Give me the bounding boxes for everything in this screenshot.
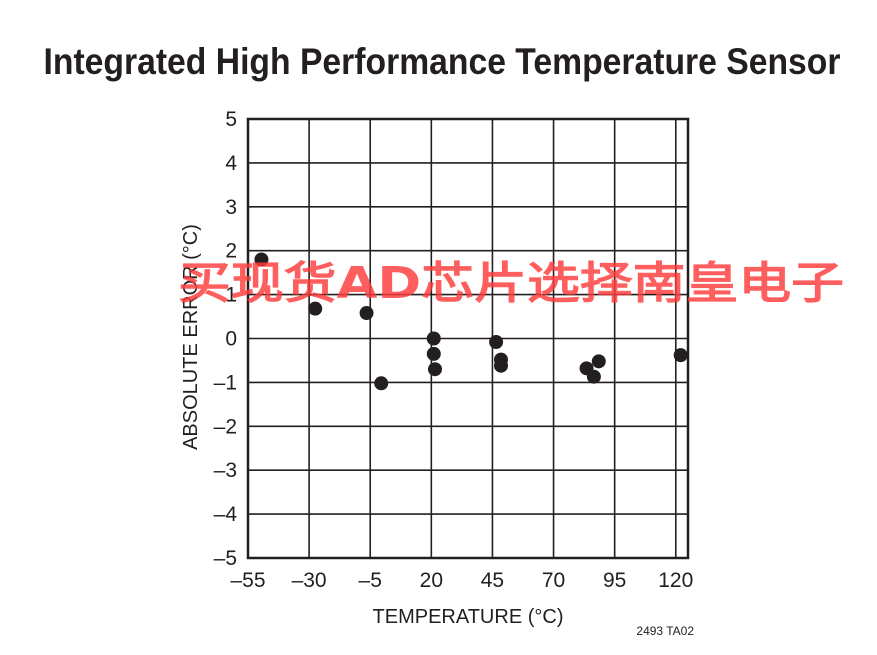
y-tick-label: 5 — [225, 108, 237, 131]
data-point — [586, 369, 601, 384]
data-point — [426, 331, 441, 346]
x-tick-label: 45 — [481, 569, 504, 592]
watermark-text: 买现货AD芯片选择南皇电子 — [178, 258, 844, 309]
x-axis-label: TEMPERATURE (°C) — [373, 606, 564, 628]
y-tick-labels: 5 4 3 2 1 0 –1 –2 –3 –4 –5 — [214, 108, 238, 570]
y-tick-label: 2 — [225, 240, 237, 263]
y-tick-label: –2 — [214, 415, 237, 438]
figure-id: 2493 TA02 — [636, 624, 694, 638]
y-tick-label: 1 — [225, 284, 237, 307]
data-point — [254, 252, 269, 267]
data-point — [359, 306, 374, 321]
data-point — [308, 301, 323, 316]
y-tick-label: 0 — [225, 328, 237, 351]
x-tick-label: 20 — [420, 569, 443, 592]
data-points — [254, 252, 688, 391]
x-tick-labels: –55 –30 –5 20 45 70 95 120 — [230, 569, 693, 592]
y-axis-label: ABSOLUTE ERROR (°C) — [180, 224, 202, 450]
x-tick-label: 95 — [603, 569, 626, 592]
data-point — [426, 346, 441, 361]
y-tick-label: –4 — [214, 503, 238, 526]
y-tick-label: –5 — [214, 547, 237, 570]
chart-title: Integrated High Performance Temperature … — [44, 41, 841, 82]
data-point — [673, 348, 688, 363]
x-tick-label: –30 — [292, 569, 327, 592]
y-tick-label: –3 — [214, 459, 237, 482]
x-tick-label: –55 — [230, 569, 265, 592]
plot-frame — [246, 117, 690, 560]
y-tick-label: 4 — [225, 152, 237, 175]
grid — [247, 118, 688, 559]
data-point — [591, 354, 606, 369]
data-point — [489, 335, 504, 350]
y-tick-label: 3 — [225, 196, 237, 219]
x-tick-label: –5 — [359, 569, 382, 592]
data-point — [494, 358, 508, 373]
data-point — [428, 362, 442, 377]
data-point — [374, 376, 389, 391]
y-tick-label: –1 — [214, 371, 237, 394]
x-tick-label: 70 — [542, 569, 565, 592]
x-tick-label: 120 — [658, 569, 693, 592]
